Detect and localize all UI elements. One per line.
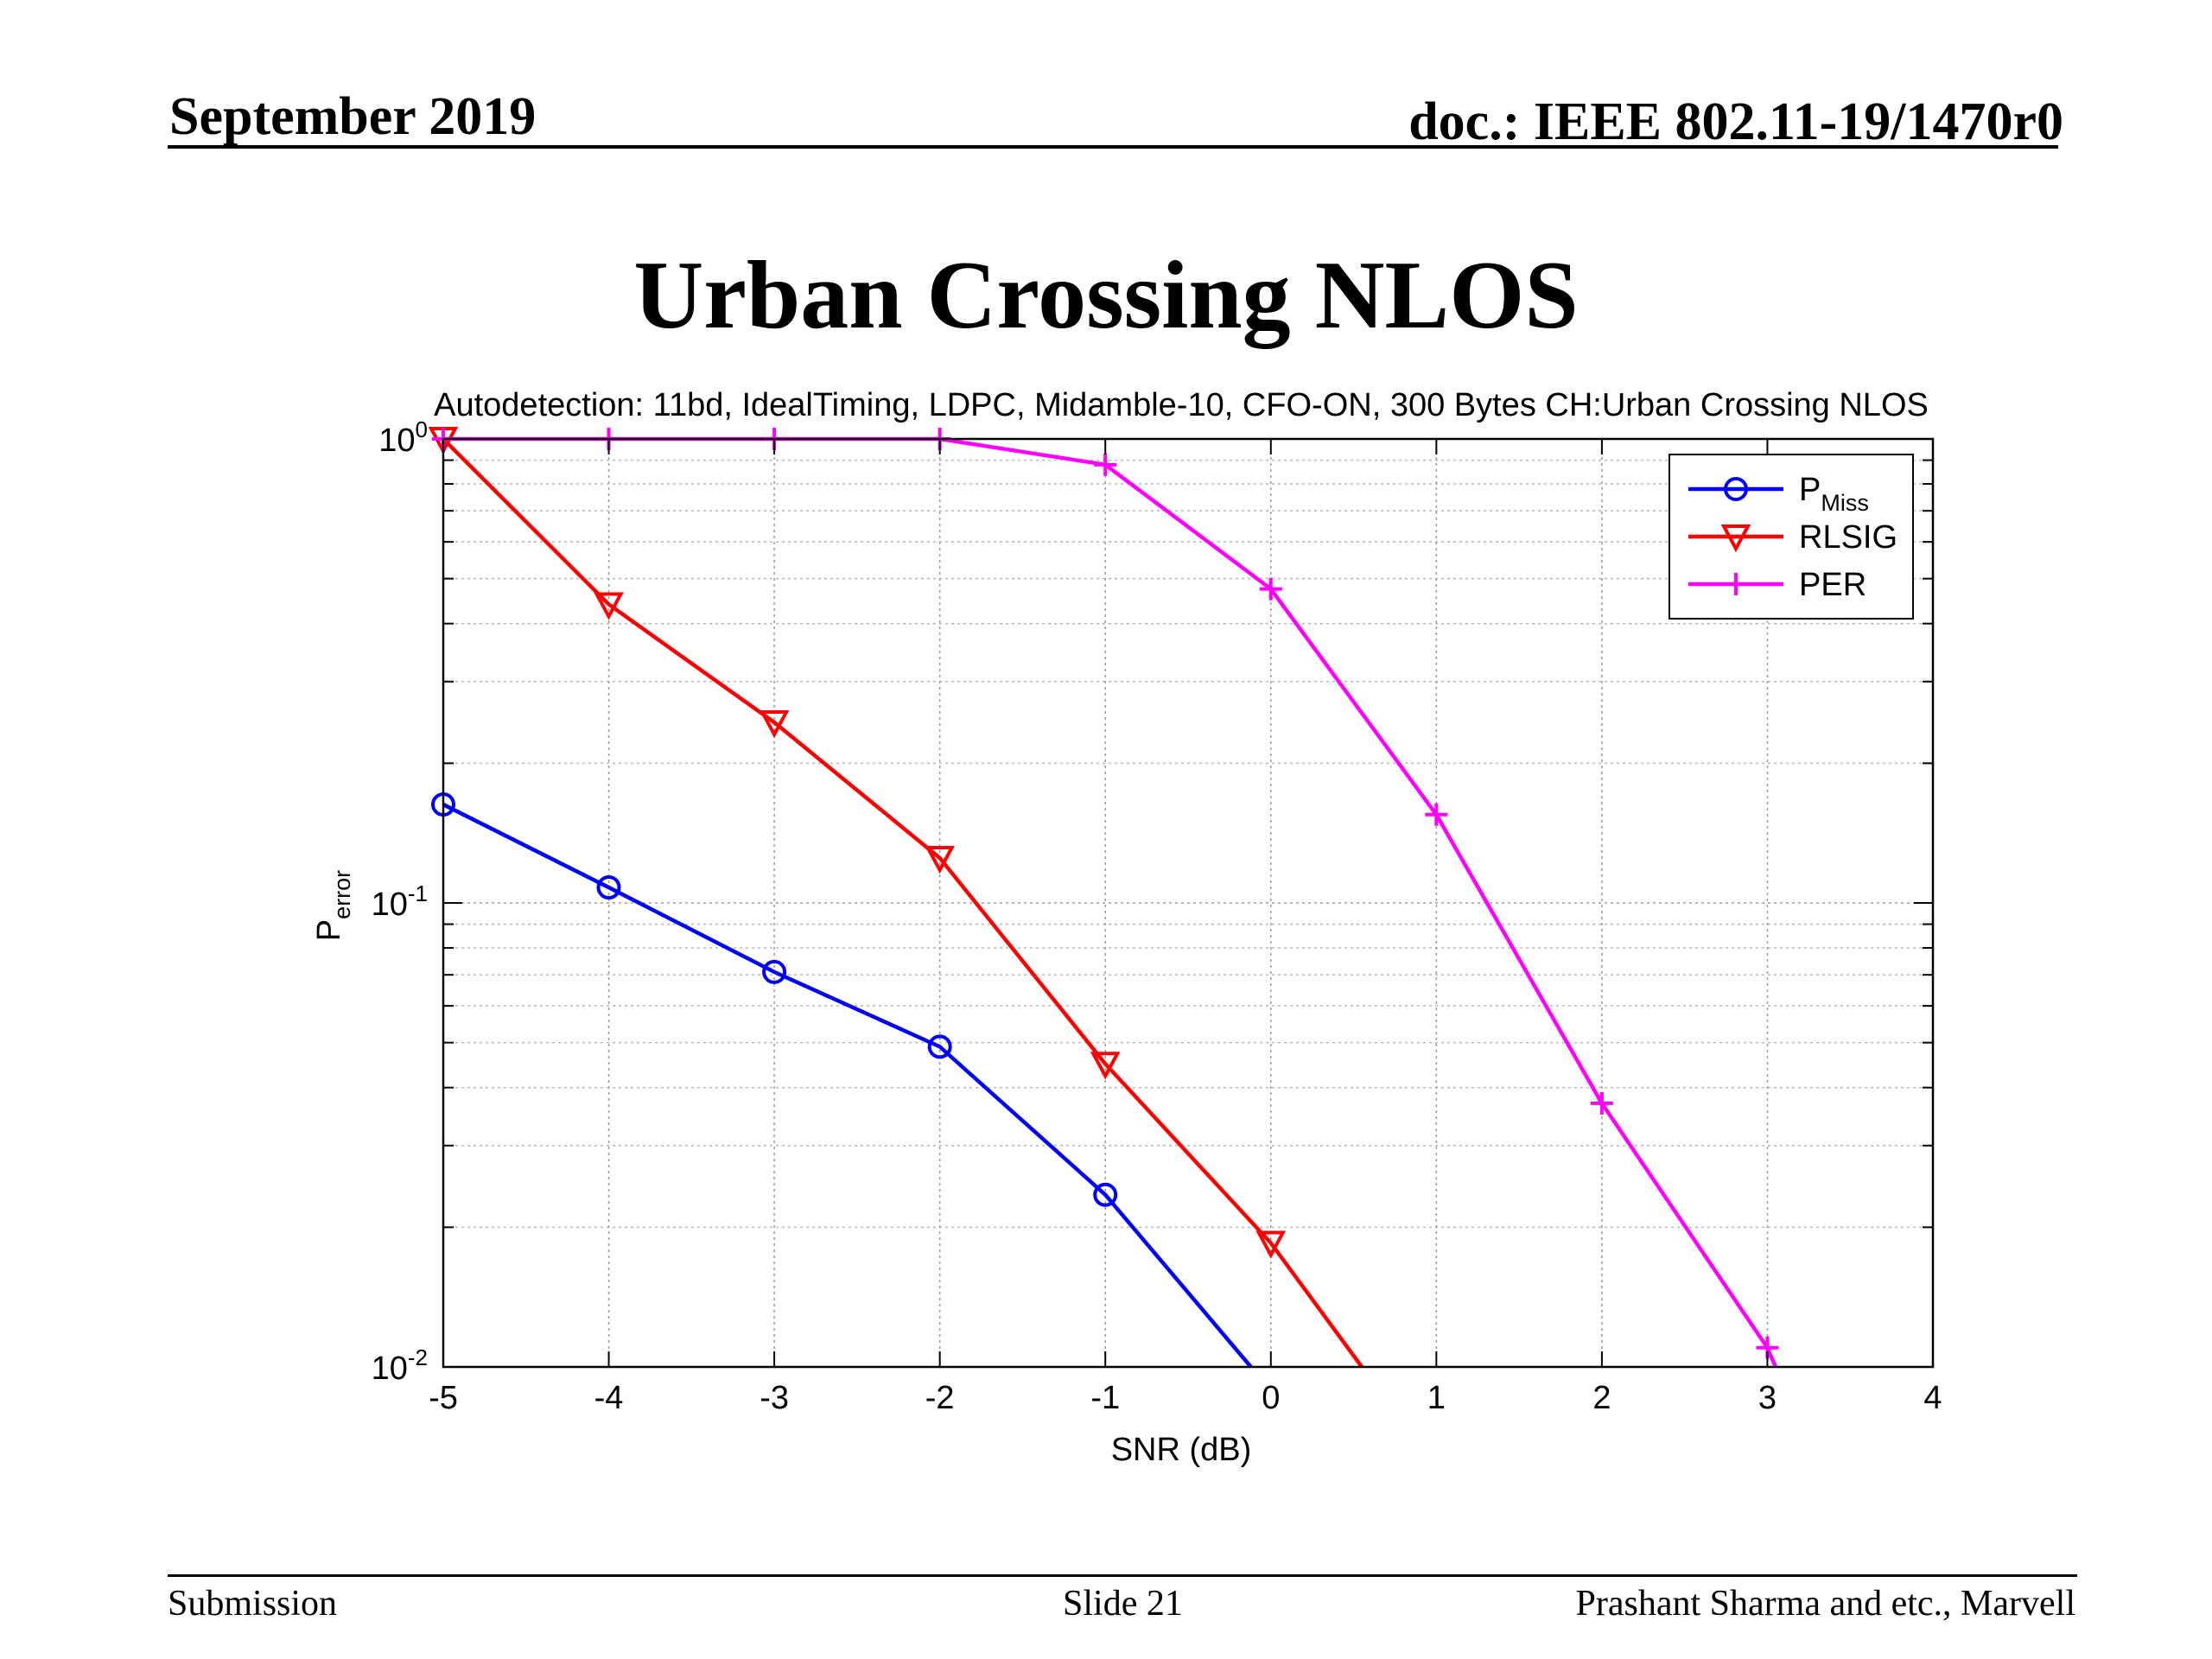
x-tick-label: -4 bbox=[594, 1380, 624, 1416]
x-tick-label: -2 bbox=[925, 1380, 955, 1416]
x-tick-label: 0 bbox=[1262, 1380, 1280, 1416]
legend-label: PMiss bbox=[1799, 472, 1869, 516]
x-tick-label: 2 bbox=[1592, 1380, 1611, 1416]
data-point-triangle bbox=[1090, 1052, 1121, 1080]
data-point-circle bbox=[1724, 477, 1748, 501]
data-point-plus bbox=[1094, 453, 1117, 476]
chart-axes: -5 -4 -3 -2 -1 0 1 2 3 4 100 10-1 10-2 bbox=[372, 416, 1942, 1416]
x-tick-label: -5 bbox=[429, 1380, 458, 1416]
data-point-circle bbox=[1093, 1182, 1118, 1207]
footer-divider bbox=[168, 1574, 2077, 1577]
header-date: September 2019 bbox=[169, 87, 537, 146]
chart-series bbox=[428, 427, 1779, 1369]
svg-text:Perror: Perror bbox=[311, 870, 355, 941]
data-point-plus bbox=[1725, 573, 1747, 595]
data-point-triangle bbox=[1720, 524, 1751, 553]
x-axis-label: SNR (dB) bbox=[1111, 1432, 1252, 1468]
legend-label: RLSIG bbox=[1799, 519, 1897, 556]
data-point-triangle bbox=[925, 845, 956, 874]
y-tick-label: 100 bbox=[378, 416, 428, 459]
slide-title: Urban Crossing NLOS bbox=[633, 242, 1579, 349]
y-tick-label: 10-1 bbox=[372, 880, 428, 923]
x-tick-label: -1 bbox=[1090, 1380, 1120, 1416]
plot-frame bbox=[442, 437, 1935, 1369]
header-divider bbox=[168, 145, 2058, 149]
data-point-plus bbox=[1425, 803, 1448, 826]
footer-submission: Submission bbox=[168, 1584, 338, 1624]
data-point-plus bbox=[1590, 1091, 1613, 1115]
data-point-triangle bbox=[759, 710, 790, 739]
footer-slide-number: Slide 21 bbox=[1063, 1584, 1183, 1624]
data-point-circle bbox=[596, 875, 621, 900]
x-tick-label: 1 bbox=[1427, 1380, 1446, 1416]
header-doc-id: doc.: IEEE 802.11-19/1470r0 bbox=[1408, 92, 2063, 151]
data-point-triangle bbox=[594, 592, 624, 620]
data-point-circle bbox=[927, 1034, 952, 1059]
data-point-triangle bbox=[1255, 1230, 1287, 1259]
data-point-plus bbox=[1259, 577, 1282, 601]
y-tick-label: 10-2 bbox=[372, 1344, 428, 1387]
series-line-p bbox=[442, 803, 1253, 1369]
footer-authors: Prashant Sharma and etc., Marvell bbox=[1575, 1584, 2075, 1624]
x-tick-label: 3 bbox=[1758, 1380, 1777, 1416]
y-axis-label: Perror bbox=[311, 870, 355, 941]
data-point-circle bbox=[762, 959, 787, 984]
series-line-rlsig bbox=[442, 437, 1363, 1369]
x-tick-label: -3 bbox=[760, 1380, 789, 1416]
x-tick-label: 4 bbox=[1923, 1380, 1942, 1416]
legend-label: PER bbox=[1799, 567, 1866, 603]
chart-title: Autodetection: 11bd, IdealTiming, LDPC, … bbox=[434, 387, 1929, 423]
